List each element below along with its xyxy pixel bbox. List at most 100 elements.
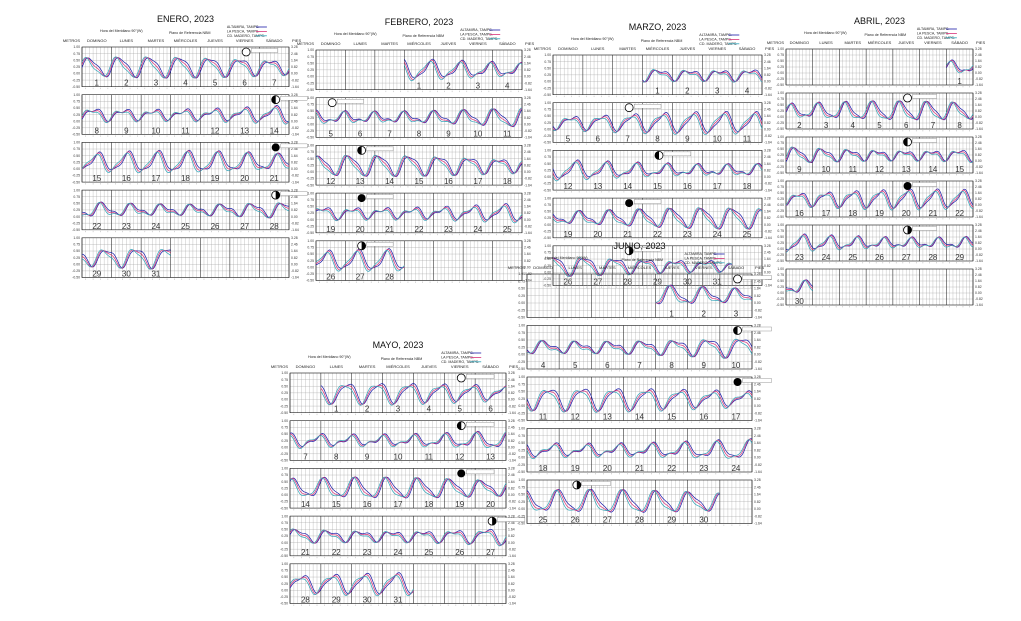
y-tick-label: 0.50 bbox=[73, 58, 80, 62]
timezone-label: Hora del Meridiano 90°(W) bbox=[308, 355, 351, 359]
y-tick-label: 0.00 bbox=[73, 72, 80, 76]
month-title: JUNIO, 2023 bbox=[613, 241, 665, 251]
day-number: 4 bbox=[183, 79, 188, 88]
day-number: 18 bbox=[424, 500, 433, 509]
y-tick-label: -0.25 bbox=[543, 229, 551, 233]
moon-phase-box bbox=[280, 143, 308, 149]
y2-tick-label: -0.82 bbox=[975, 77, 983, 81]
tide-series-line bbox=[259, 202, 290, 219]
y2-tick-label: 3.28 bbox=[975, 47, 982, 51]
day-number: 25 bbox=[424, 548, 433, 557]
tide-series-line bbox=[687, 339, 721, 358]
y-tick-label: -0.25 bbox=[280, 452, 288, 456]
y-tick-label: -0.25 bbox=[306, 81, 314, 85]
day-number: 10 bbox=[151, 126, 160, 135]
tide-series-line bbox=[382, 476, 414, 499]
day-number: 28 bbox=[928, 253, 937, 262]
y-tick-label: 0.25 bbox=[73, 208, 80, 212]
day-number: 19 bbox=[211, 174, 220, 183]
y2-tick-label: 0.82 bbox=[754, 448, 761, 452]
month-title: MAYO, 2023 bbox=[373, 340, 424, 350]
day-number: 14 bbox=[301, 500, 310, 509]
day-number: 16 bbox=[795, 209, 804, 218]
day-number: 12 bbox=[326, 177, 335, 186]
day-number: 11 bbox=[425, 452, 434, 461]
day-number: 16 bbox=[363, 500, 372, 509]
y2-tick-label: -0.82 bbox=[508, 452, 516, 456]
y2-tick-label: 2.46 bbox=[508, 569, 515, 573]
y-tick-label: 0.75 bbox=[777, 97, 784, 101]
plot-frame bbox=[552, 54, 763, 96]
tide-series-line bbox=[865, 150, 893, 162]
day-number: 22 bbox=[332, 548, 341, 557]
day-number: 31 bbox=[713, 278, 722, 287]
y2-tick-label: 3.28 bbox=[524, 144, 531, 148]
y2-tick-label: 3.28 bbox=[291, 93, 298, 97]
tide-series-line bbox=[345, 155, 376, 177]
tide-series-line bbox=[140, 111, 172, 123]
week-row: 1.00 3.28 0.75 2.46 0.50 1.64 0.25 0.82 0.00 0.00… bbox=[517, 478, 762, 526]
y2-tick-label: -1.64 bbox=[291, 180, 299, 184]
tide-series-line bbox=[687, 440, 721, 459]
tide-series-line bbox=[404, 110, 434, 123]
tide-series-line bbox=[812, 193, 840, 209]
day-number: 8 bbox=[669, 361, 674, 370]
y2-tick-label: 0.00 bbox=[508, 445, 515, 449]
weekday-label: VIERNES bbox=[236, 38, 254, 43]
moon-shade bbox=[271, 95, 276, 104]
tide-series-line bbox=[433, 208, 464, 222]
day-number: 29 bbox=[653, 278, 662, 287]
y2-tick-label: 2.46 bbox=[524, 103, 531, 107]
moon-phase-icon bbox=[457, 469, 466, 478]
day-number: 29 bbox=[332, 596, 341, 605]
y2-tick-label: 0.82 bbox=[975, 197, 982, 201]
y-tick-label: -0.50 bbox=[72, 133, 80, 137]
legend-label: ALTAMIRA, TAMPS. bbox=[699, 33, 731, 37]
y2-tick-label: 0.00 bbox=[975, 159, 982, 163]
tide-series-line bbox=[702, 164, 733, 176]
y2-tick-label: 1.64 bbox=[524, 205, 531, 209]
tide-series-line bbox=[731, 208, 763, 230]
month-panel: FEBRERO, 2023 Hora del Meridiano 90°(W) Pl… bbox=[297, 17, 534, 283]
y2-tick-label: 1.64 bbox=[508, 480, 515, 484]
day-number: 5 bbox=[457, 405, 462, 414]
y2-tick-label: 0.82 bbox=[754, 345, 761, 349]
plot-frame bbox=[785, 224, 974, 262]
tide-series-line bbox=[140, 151, 171, 174]
day-number: 22 bbox=[653, 230, 662, 239]
y-tick-label: 0.50 bbox=[544, 114, 551, 118]
day-number: 21 bbox=[301, 548, 310, 557]
tide-series-line bbox=[140, 249, 171, 270]
weekday-label: DOMINGO bbox=[790, 40, 810, 45]
tide-series-line bbox=[315, 154, 346, 176]
tide-series-line bbox=[687, 491, 720, 512]
tide-series-line bbox=[552, 257, 584, 277]
tide-series-line bbox=[351, 476, 383, 497]
y2-tick-label: 2.46 bbox=[508, 378, 515, 382]
weekday-label: DOMINGO bbox=[321, 41, 341, 46]
tide-series-line bbox=[404, 109, 434, 123]
tide-series-line bbox=[200, 108, 231, 123]
tide-series-line bbox=[492, 108, 523, 128]
y-tick-label: -0.25 bbox=[306, 224, 314, 228]
tide-series-line bbox=[403, 60, 435, 82]
tide-series-line bbox=[200, 151, 230, 172]
y-tick-label: 0.75 bbox=[518, 485, 525, 489]
y-tick-label: -0.25 bbox=[776, 209, 784, 213]
y-tick-label: 1.00 bbox=[777, 135, 784, 139]
y2-tick-label: -0.82 bbox=[764, 86, 772, 90]
tide-series-line bbox=[463, 157, 493, 176]
week-row: 1.00 3.28 0.75 2.46 0.50 1.64 0.25 0.82 0.00 0.00… bbox=[517, 272, 772, 320]
day-number: 27 bbox=[593, 278, 602, 287]
day-number: 15 bbox=[92, 174, 101, 183]
y2-tick-label: 2.46 bbox=[508, 521, 515, 525]
y-tick-label: 0.50 bbox=[307, 252, 314, 256]
y-tick-label: 0.25 bbox=[777, 241, 784, 245]
tide-series-line bbox=[672, 260, 703, 273]
tide-series-line bbox=[701, 207, 733, 229]
y-tick-label: 0.50 bbox=[544, 66, 551, 70]
day-number: 12 bbox=[571, 413, 580, 422]
moon-phase-icon bbox=[733, 378, 742, 386]
day-number: 28 bbox=[385, 273, 394, 282]
day-number: 18 bbox=[503, 177, 512, 186]
